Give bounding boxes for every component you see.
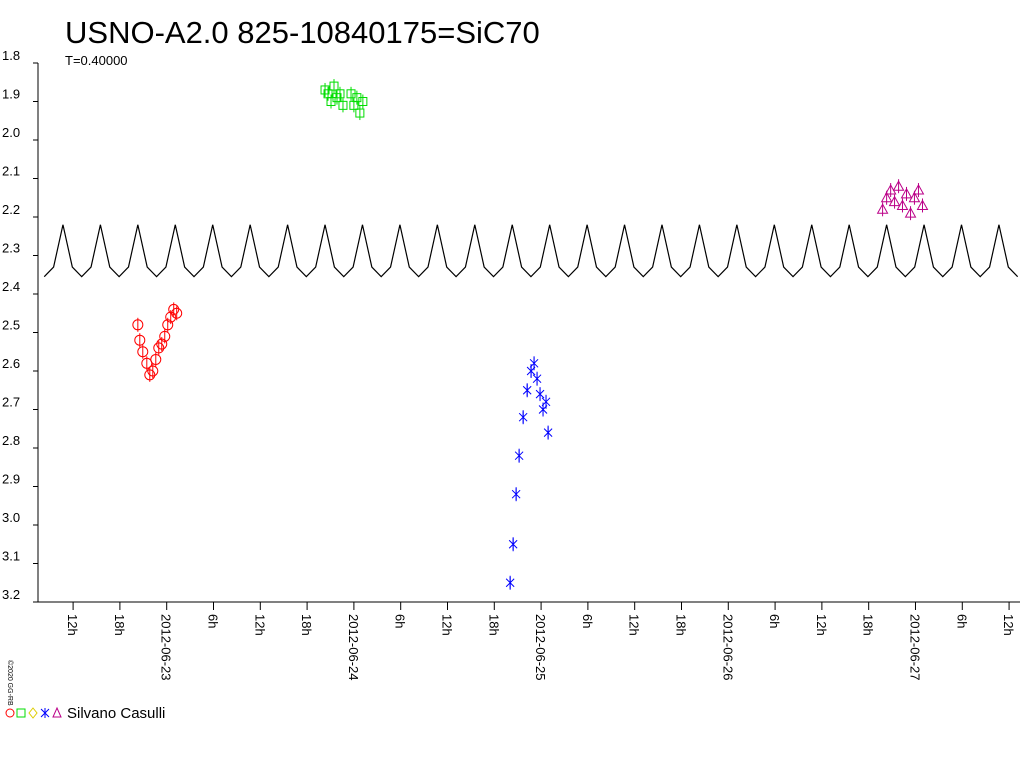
x-tick-label: 2012-06-23: [159, 614, 174, 681]
data-point: [159, 330, 171, 342]
data-point: [514, 449, 524, 462]
x-tick-label: 6h: [205, 614, 220, 628]
data-point: [355, 108, 365, 118]
data-point: [892, 180, 905, 191]
data-point: [541, 395, 551, 408]
data-point: [156, 338, 168, 350]
x-tick-label: 12h: [627, 614, 642, 636]
data-point: [884, 184, 897, 195]
x-tick-label: 12h: [814, 614, 829, 636]
legend-symbol: [52, 706, 62, 718]
data-point: [888, 195, 901, 207]
legend-symbol: [5, 708, 15, 718]
y-tick-label: 2.0: [2, 125, 20, 140]
data-point: [137, 346, 149, 358]
y-tick-label: 2.9: [2, 472, 20, 487]
y-tick-label: 2.1: [2, 164, 20, 179]
x-tick-label: 6h: [580, 614, 595, 628]
data-point: [329, 81, 339, 91]
data-point: [543, 426, 553, 439]
data-point: [358, 97, 368, 106]
legend: Silvano Casulli: [5, 705, 165, 722]
data-point: [912, 184, 925, 195]
data-point: [908, 191, 921, 203]
x-tick-label: 12h: [65, 614, 80, 636]
y-tick-label: 3.1: [2, 549, 20, 564]
legend-symbol: [16, 708, 26, 718]
y-tick-label: 2.3: [2, 241, 20, 256]
y-tick-label: 3.0: [2, 510, 20, 525]
data-point: [165, 311, 177, 323]
data-point: [141, 357, 153, 369]
data-point: [144, 369, 156, 381]
x-tick-label: 18h: [861, 614, 876, 636]
data-point: [147, 365, 159, 377]
data-point: [916, 199, 929, 210]
copyright: ©2020 GG-RB: [6, 660, 14, 706]
x-tick-label: 12h: [252, 614, 267, 636]
x-tick-label: 18h: [112, 614, 127, 636]
data-point: [900, 187, 913, 199]
x-tick-label: 6h: [954, 614, 969, 628]
data-point: [535, 388, 545, 401]
model-curve: [43, 224, 1019, 278]
y-tick-label: 2.7: [2, 395, 20, 410]
data-point: [168, 303, 180, 315]
data-point: [162, 319, 174, 331]
data-point: [150, 353, 162, 365]
data-point: [132, 319, 144, 331]
data-point: [880, 191, 893, 203]
x-tick-label: 18h: [299, 614, 314, 636]
data-point: [338, 100, 348, 110]
y-tick-label: 2.6: [2, 356, 20, 371]
x-tick-label: 2012-06-26: [720, 614, 735, 681]
legend-label: Silvano Casulli: [67, 705, 165, 722]
y-tick-label: 2.5: [2, 318, 20, 333]
data-point: [508, 538, 518, 551]
x-tick-label: 2012-06-24: [346, 614, 361, 681]
data-point: [518, 411, 528, 424]
legend-symbol: [28, 707, 38, 719]
data-point: [511, 488, 521, 501]
y-tick-label: 2.8: [2, 433, 20, 448]
x-tick-label: 18h: [673, 614, 688, 636]
chart-title: USNO-A2.0 825-10840175=SiC70: [65, 15, 540, 50]
x-tick-label: 2012-06-27: [907, 614, 922, 681]
data-point: [335, 89, 345, 99]
chart-subtitle: T=0.40000: [65, 53, 128, 68]
x-tick-label: 6h: [393, 614, 408, 628]
data-point: [529, 357, 539, 370]
x-tick-label: 12h: [1001, 614, 1016, 636]
x-tick-label: 18h: [486, 614, 501, 636]
x-tick-label: 6h: [767, 614, 782, 628]
legend-symbol: [40, 708, 50, 718]
data-point: [153, 342, 165, 354]
data-point: [876, 203, 889, 214]
y-tick-label: 2.2: [2, 202, 20, 217]
data-point: [532, 372, 542, 385]
y-tick-label: 1.8: [2, 48, 20, 63]
data-point: [134, 334, 146, 346]
x-tick-label: 2012-06-25: [533, 614, 548, 681]
y-tick-label: 1.9: [2, 87, 20, 102]
data-point: [171, 307, 183, 319]
data-point: [896, 199, 909, 210]
y-tick-label: 3.2: [2, 587, 20, 602]
x-tick-label: 12h: [439, 614, 454, 636]
data-point: [505, 576, 515, 589]
data-point: [904, 207, 917, 218]
y-tick-label: 2.4: [2, 279, 20, 294]
data-point: [522, 384, 532, 397]
